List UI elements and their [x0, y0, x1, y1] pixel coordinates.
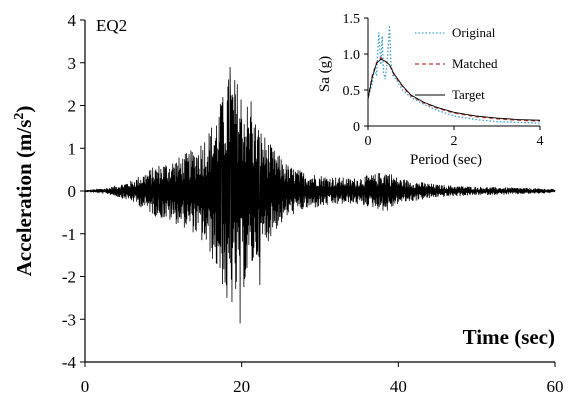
inset-legend: Original Matched Target [415, 25, 498, 102]
inset-y-tick-label: 0.5 [343, 84, 361, 99]
legend-label-original: Original [452, 25, 496, 40]
inset-series-original [367, 25, 541, 124]
x-axis-title: Time (sec) [463, 325, 555, 349]
y-axis-title-sup: 2 [12, 113, 27, 120]
inset-y-tick-label: 1.0 [343, 48, 361, 63]
main-y-tick-label: -1 [62, 225, 76, 244]
y-axis-title-close: ) [12, 106, 36, 113]
legend-label-matched: Matched [452, 56, 498, 71]
inset-y-tick-label: 1.5 [343, 12, 361, 27]
main-y-tick-label: 3 [68, 54, 77, 73]
acceleration-trace [84, 67, 556, 324]
main-y-tick-label: 2 [68, 97, 77, 116]
inset-y-axis-title: Sa (g) [317, 56, 333, 92]
main-x-tick-label: 20 [233, 377, 250, 396]
inset-x-tick-label: 2 [451, 134, 458, 149]
main-y-tick-label: 1 [68, 139, 77, 158]
panel-label: EQ2 [96, 16, 127, 35]
inset-x-ticks: 0 2 4 [365, 126, 544, 149]
y-axis-title-base: Acceleration (m/s [12, 120, 36, 277]
inset-series-target [367, 58, 541, 121]
main-y-tick-label: 0 [68, 182, 77, 201]
y-axis-title: Acceleration (m/s2) [12, 106, 36, 277]
main-x-tick-label: 60 [547, 377, 564, 396]
inset-x-axis-title: Period (sec) [410, 152, 482, 168]
main-y-tick-label: -4 [62, 353, 77, 372]
main-y-ticks: -4 -3 -2 -1 0 1 2 3 4 [62, 11, 85, 372]
main-x-ticks: 0 20 40 60 [81, 362, 564, 396]
main-x-tick-label: 40 [390, 377, 407, 396]
inset-background [368, 18, 540, 126]
inset-x-tick-label: 0 [365, 134, 372, 149]
main-x-tick-label: 0 [81, 377, 90, 396]
inset-chart: 0 0.5 1.0 1.5 0 2 4 Original Matched Target Per… [317, 12, 544, 168]
main-y-tick-label: 4 [68, 11, 77, 30]
inset-series [367, 25, 541, 124]
inset-x-tick-label: 4 [537, 134, 544, 149]
main-y-tick-label: -3 [62, 310, 76, 329]
inset-y-tick-label: 0 [353, 120, 360, 135]
inset-series-matched [367, 56, 541, 122]
main-y-tick-label: -2 [62, 268, 76, 287]
legend-label-target: Target [452, 87, 485, 102]
inset-y-ticks: 0 0.5 1.0 1.5 [343, 12, 368, 135]
